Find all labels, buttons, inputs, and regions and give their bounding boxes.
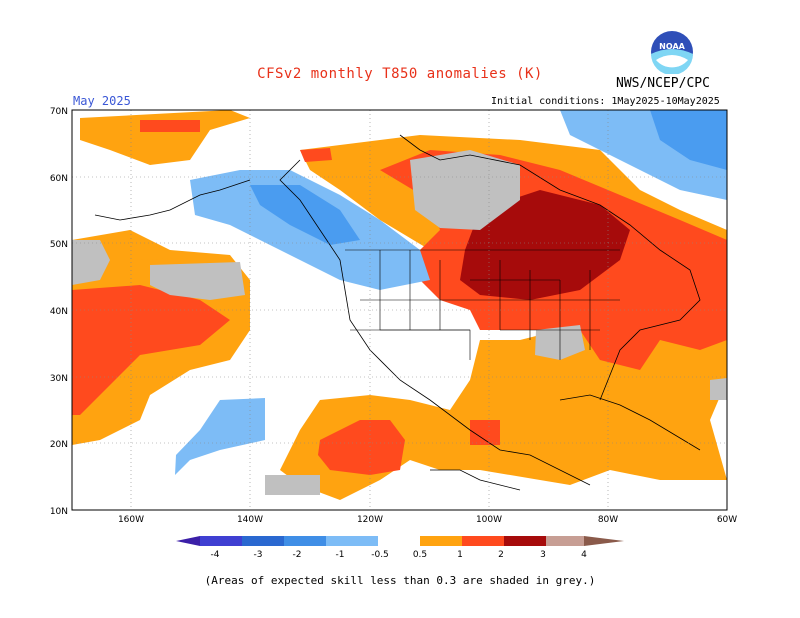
lat-label-50n: 50N [50,240,68,250]
colorbar-label: 4 [581,550,587,560]
colorbar-labels: -4 -3 -2 -1 -0.5 0.5 1 2 3 4 [211,550,588,560]
lat-label-10n: 10N [50,507,68,517]
colorbar-label: -1 [336,550,345,560]
colorbar-label: -3 [254,550,263,560]
colorbar-right-arrow [584,536,624,546]
anomaly-region-dark-red [460,190,630,300]
colorbar-swatch-9 [546,536,584,546]
lon-label-160w: 160W [118,515,144,525]
forecast-month: May 2025 [73,94,131,108]
noaa-logo: NOAA [651,31,693,74]
colorbar-swatch-8 [504,536,546,546]
lat-label-40n: 40N [50,307,68,317]
colorbar-label: 3 [540,550,546,560]
colorbar-label: -0.5 [371,550,389,560]
anomaly-map: 70N 60N 50N 40N 30N 20N 10N 160W 140W 12… [50,107,737,525]
lon-label-80w: 80W [598,515,618,525]
anomaly-region-blue [250,110,727,245]
lon-label-120w: 120W [357,515,383,525]
colorbar-swatch-7 [462,536,504,546]
lon-label-60w: 60W [717,515,737,525]
colorbar-label: -4 [211,550,220,560]
colorbar-swatch-white [378,536,420,546]
colorbar-swatch-6 [420,536,462,546]
colorbar-label: 2 [498,550,504,560]
colorbar-label: -2 [293,550,302,560]
map-frame [71,109,728,511]
lat-label-70n: 70N [50,107,68,117]
lon-label-100w: 100W [476,515,502,525]
state-borders [345,249,620,360]
colorbar-label: 0.5 [413,550,427,560]
lat-labels: 70N 60N 50N 40N 30N 20N 10N [50,107,68,517]
gridlines [72,110,727,510]
colorbar-label: 1 [457,550,463,560]
lat-label-60n: 60N [50,174,68,184]
colorbar-swatch-4 [326,536,378,546]
skill-note: (Areas of expected skill less than 0.3 a… [204,574,596,587]
colorbar-left-arrow [176,536,200,546]
initial-conditions: Initial conditions: 1May2025-10May2025 [491,96,720,107]
chart-title: CFSv2 monthly T850 anomalies (K) [257,66,543,82]
colorbar-swatch-1 [200,536,242,546]
colorbar-swatch-2 [242,536,284,546]
organization-label: NWS/NCEP/CPC [616,76,710,91]
lat-label-20n: 20N [50,440,68,450]
lon-labels: 160W 140W 120W 100W 80W 60W [118,515,737,525]
noaa-logo-text: NOAA [659,42,685,51]
lat-label-30n: 30N [50,374,68,384]
colorbar-swatch-3 [284,536,326,546]
lon-label-140w: 140W [237,515,263,525]
